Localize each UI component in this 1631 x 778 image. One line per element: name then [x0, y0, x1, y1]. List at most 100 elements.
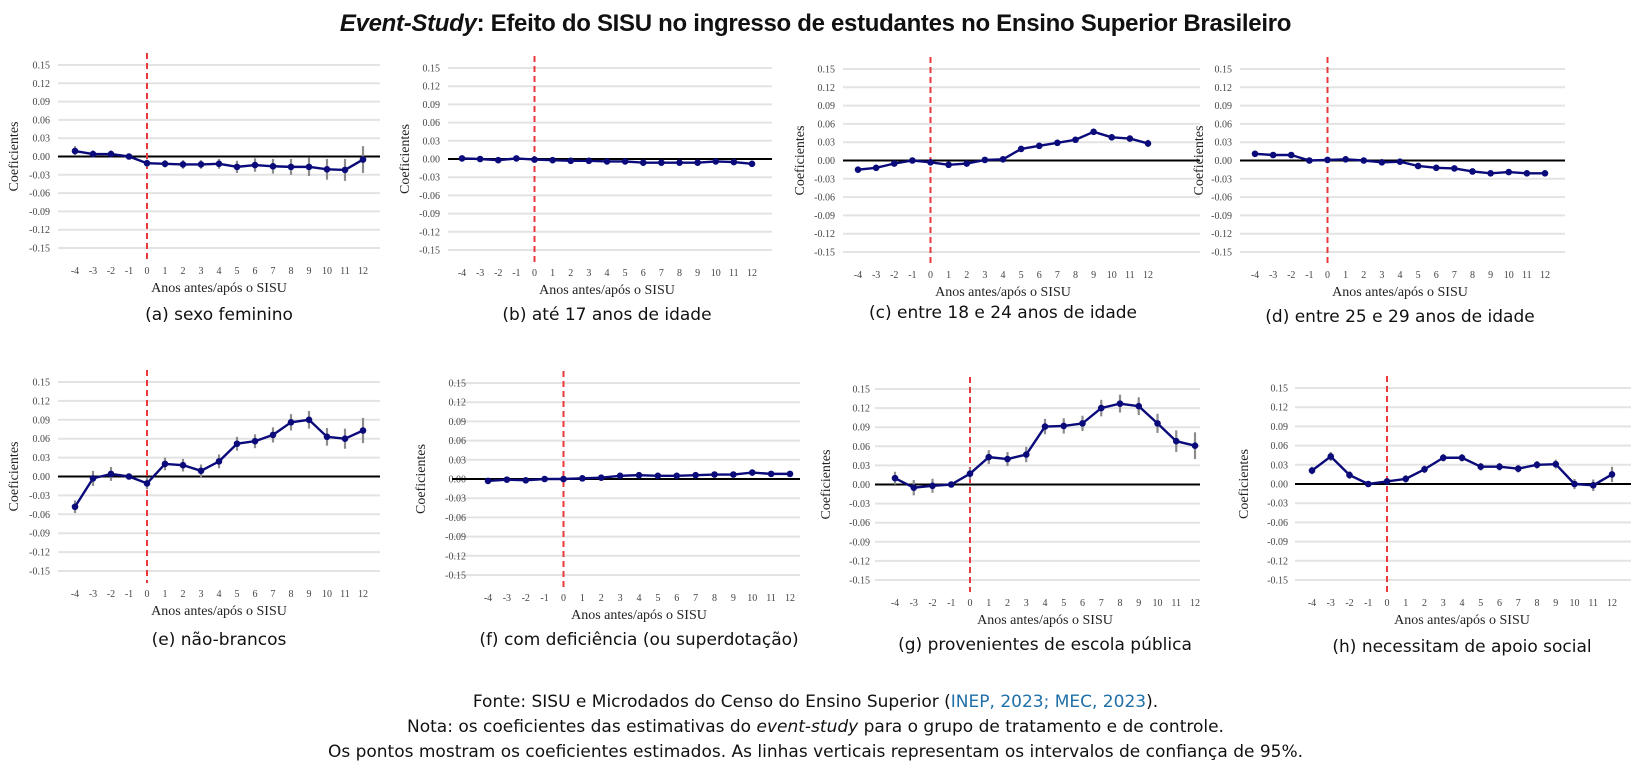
y-tick-label: 0.15 [1215, 65, 1233, 76]
y-tick-label: 0.00 [33, 152, 51, 163]
x-tick-label: 10 [747, 593, 757, 604]
x-tick-label: 11 [340, 266, 350, 277]
y-tick-label: 0.12 [1271, 403, 1289, 414]
data-point [1458, 454, 1466, 462]
y-tick-label: -0.12 [445, 551, 466, 562]
x-tick-label: -3 [1327, 598, 1335, 609]
y-tick-label: -0.03 [445, 494, 466, 505]
x-tick-label: -2 [890, 270, 898, 281]
data-point [125, 153, 133, 160]
y-tick-label: 0.09 [423, 100, 441, 111]
x-tick-label: 3 [199, 589, 204, 600]
data-point [981, 156, 989, 164]
data-point [872, 164, 880, 172]
x-tick-label: 2 [1361, 270, 1366, 281]
x-tick-label: -1 [512, 268, 520, 279]
y-axis-label: Coeficientes [1192, 126, 1207, 196]
data-point [767, 470, 775, 478]
y-tick-label: -0.15 [445, 571, 466, 582]
source-citation-link[interactable]: INEP, 2023; MEC, 2023 [950, 692, 1147, 712]
data-point [694, 159, 701, 166]
x-axis-label: Anos antes/após o SISU [151, 281, 287, 296]
y-tick-label: 0.09 [449, 417, 467, 428]
x-tick-label: 1 [986, 598, 991, 609]
data-point [891, 474, 899, 482]
x-tick-label: 1 [946, 270, 951, 281]
y-tick-label: 0.03 [853, 461, 871, 472]
x-tick-label: 7 [693, 593, 698, 604]
data-point [692, 471, 699, 479]
chart-panel-f: 0.150.120.090.060.030.00-0.03-0.06-0.09-… [414, 371, 800, 650]
x-tick-label: 9 [1488, 270, 1493, 281]
data-point [1342, 155, 1349, 163]
x-tick-label: 11 [1171, 598, 1181, 609]
data-point [484, 477, 492, 485]
y-tick-label: -0.09 [849, 537, 870, 548]
y-tick-label: -0.12 [849, 556, 870, 567]
x-tick-label: -1 [125, 589, 133, 600]
x-tick-label: -3 [476, 268, 484, 279]
data-point [1022, 451, 1030, 458]
y-tick-label: -0.06 [849, 518, 870, 529]
y-tick-label: -0.03 [29, 170, 50, 181]
data-point [1432, 164, 1440, 172]
y-tick-label: 0.12 [33, 79, 51, 90]
x-tick-label: 12 [358, 266, 368, 277]
y-tick-label: 0.03 [449, 455, 467, 466]
data-point [494, 156, 502, 164]
x-tick-label: 0 [1385, 598, 1390, 609]
y-tick-label: -0.09 [29, 529, 50, 540]
y-tick-label: -0.06 [814, 193, 835, 204]
data-point [233, 163, 241, 171]
y-tick-label: 0.03 [1215, 138, 1233, 149]
data-point [161, 160, 169, 168]
data-point [1589, 481, 1597, 489]
y-tick-label: 0.12 [423, 82, 441, 93]
x-tick-label: 8 [1118, 598, 1123, 609]
x-tick-label: 5 [1478, 598, 1483, 609]
y-tick-label: 0.15 [33, 61, 51, 72]
data-point [748, 469, 756, 476]
data-point [854, 166, 862, 173]
y-tick-label: -0.03 [419, 173, 440, 184]
panel-caption: (c) entre 18 e 24 anos de idade [869, 303, 1137, 323]
data-point [1421, 465, 1428, 473]
x-tick-label: 0 [145, 266, 150, 277]
x-tick-label: 9 [731, 593, 736, 604]
y-tick-label: -0.12 [29, 548, 50, 559]
data-point [1523, 170, 1531, 177]
y-tick-label: -0.06 [1211, 193, 1232, 204]
y-tick-label: -0.12 [1211, 229, 1232, 240]
x-tick-label: -3 [872, 270, 880, 281]
x-tick-label: -3 [89, 266, 97, 277]
data-point [712, 158, 720, 165]
y-tick-label: -0.03 [814, 174, 835, 185]
data-point [890, 160, 898, 167]
data-point [503, 476, 511, 483]
x-tick-label: 12 [747, 268, 757, 279]
x-tick-label: 4 [1001, 270, 1006, 281]
data-point [1439, 454, 1447, 462]
data-point [1383, 478, 1391, 485]
x-tick-label: 0 [928, 270, 933, 281]
x-tick-label: -1 [1364, 598, 1372, 609]
y-tick-label: 0.03 [818, 138, 836, 149]
y-axis-label: Coeficientes [7, 442, 22, 512]
data-point [1269, 151, 1277, 159]
data-point [89, 475, 97, 482]
data-point [567, 157, 575, 165]
y-axis-label: Coeficientes [414, 444, 429, 514]
x-tick-label: 3 [1441, 598, 1446, 609]
data-point [1496, 463, 1503, 471]
data-point [287, 419, 295, 426]
chart-panel-b: 0.15 0.12 0.09 0.06 0.03 0.00 -0.03 -0.06 -0.09 -… [398, 56, 772, 325]
x-tick-label: -2 [928, 598, 936, 609]
chart-panel-g: 0.15 0.12 0.09 0.06 0.03 0.00 -0.03 -0.06 -0.09 -… [819, 377, 1200, 655]
x-tick-label: 10 [322, 266, 332, 277]
y-tick-label: 0.06 [423, 118, 441, 129]
x-tick-label: 7 [271, 589, 276, 600]
x-axis-label: Anos antes/após o SISU [935, 285, 1071, 300]
data-point [359, 427, 367, 434]
x-tick-label: -3 [503, 593, 511, 604]
chart-panel-e: 0.15 0.12 0.09 0.06 0.03 0.00 -0.03 -0.06 -0.09 -… [7, 370, 380, 650]
